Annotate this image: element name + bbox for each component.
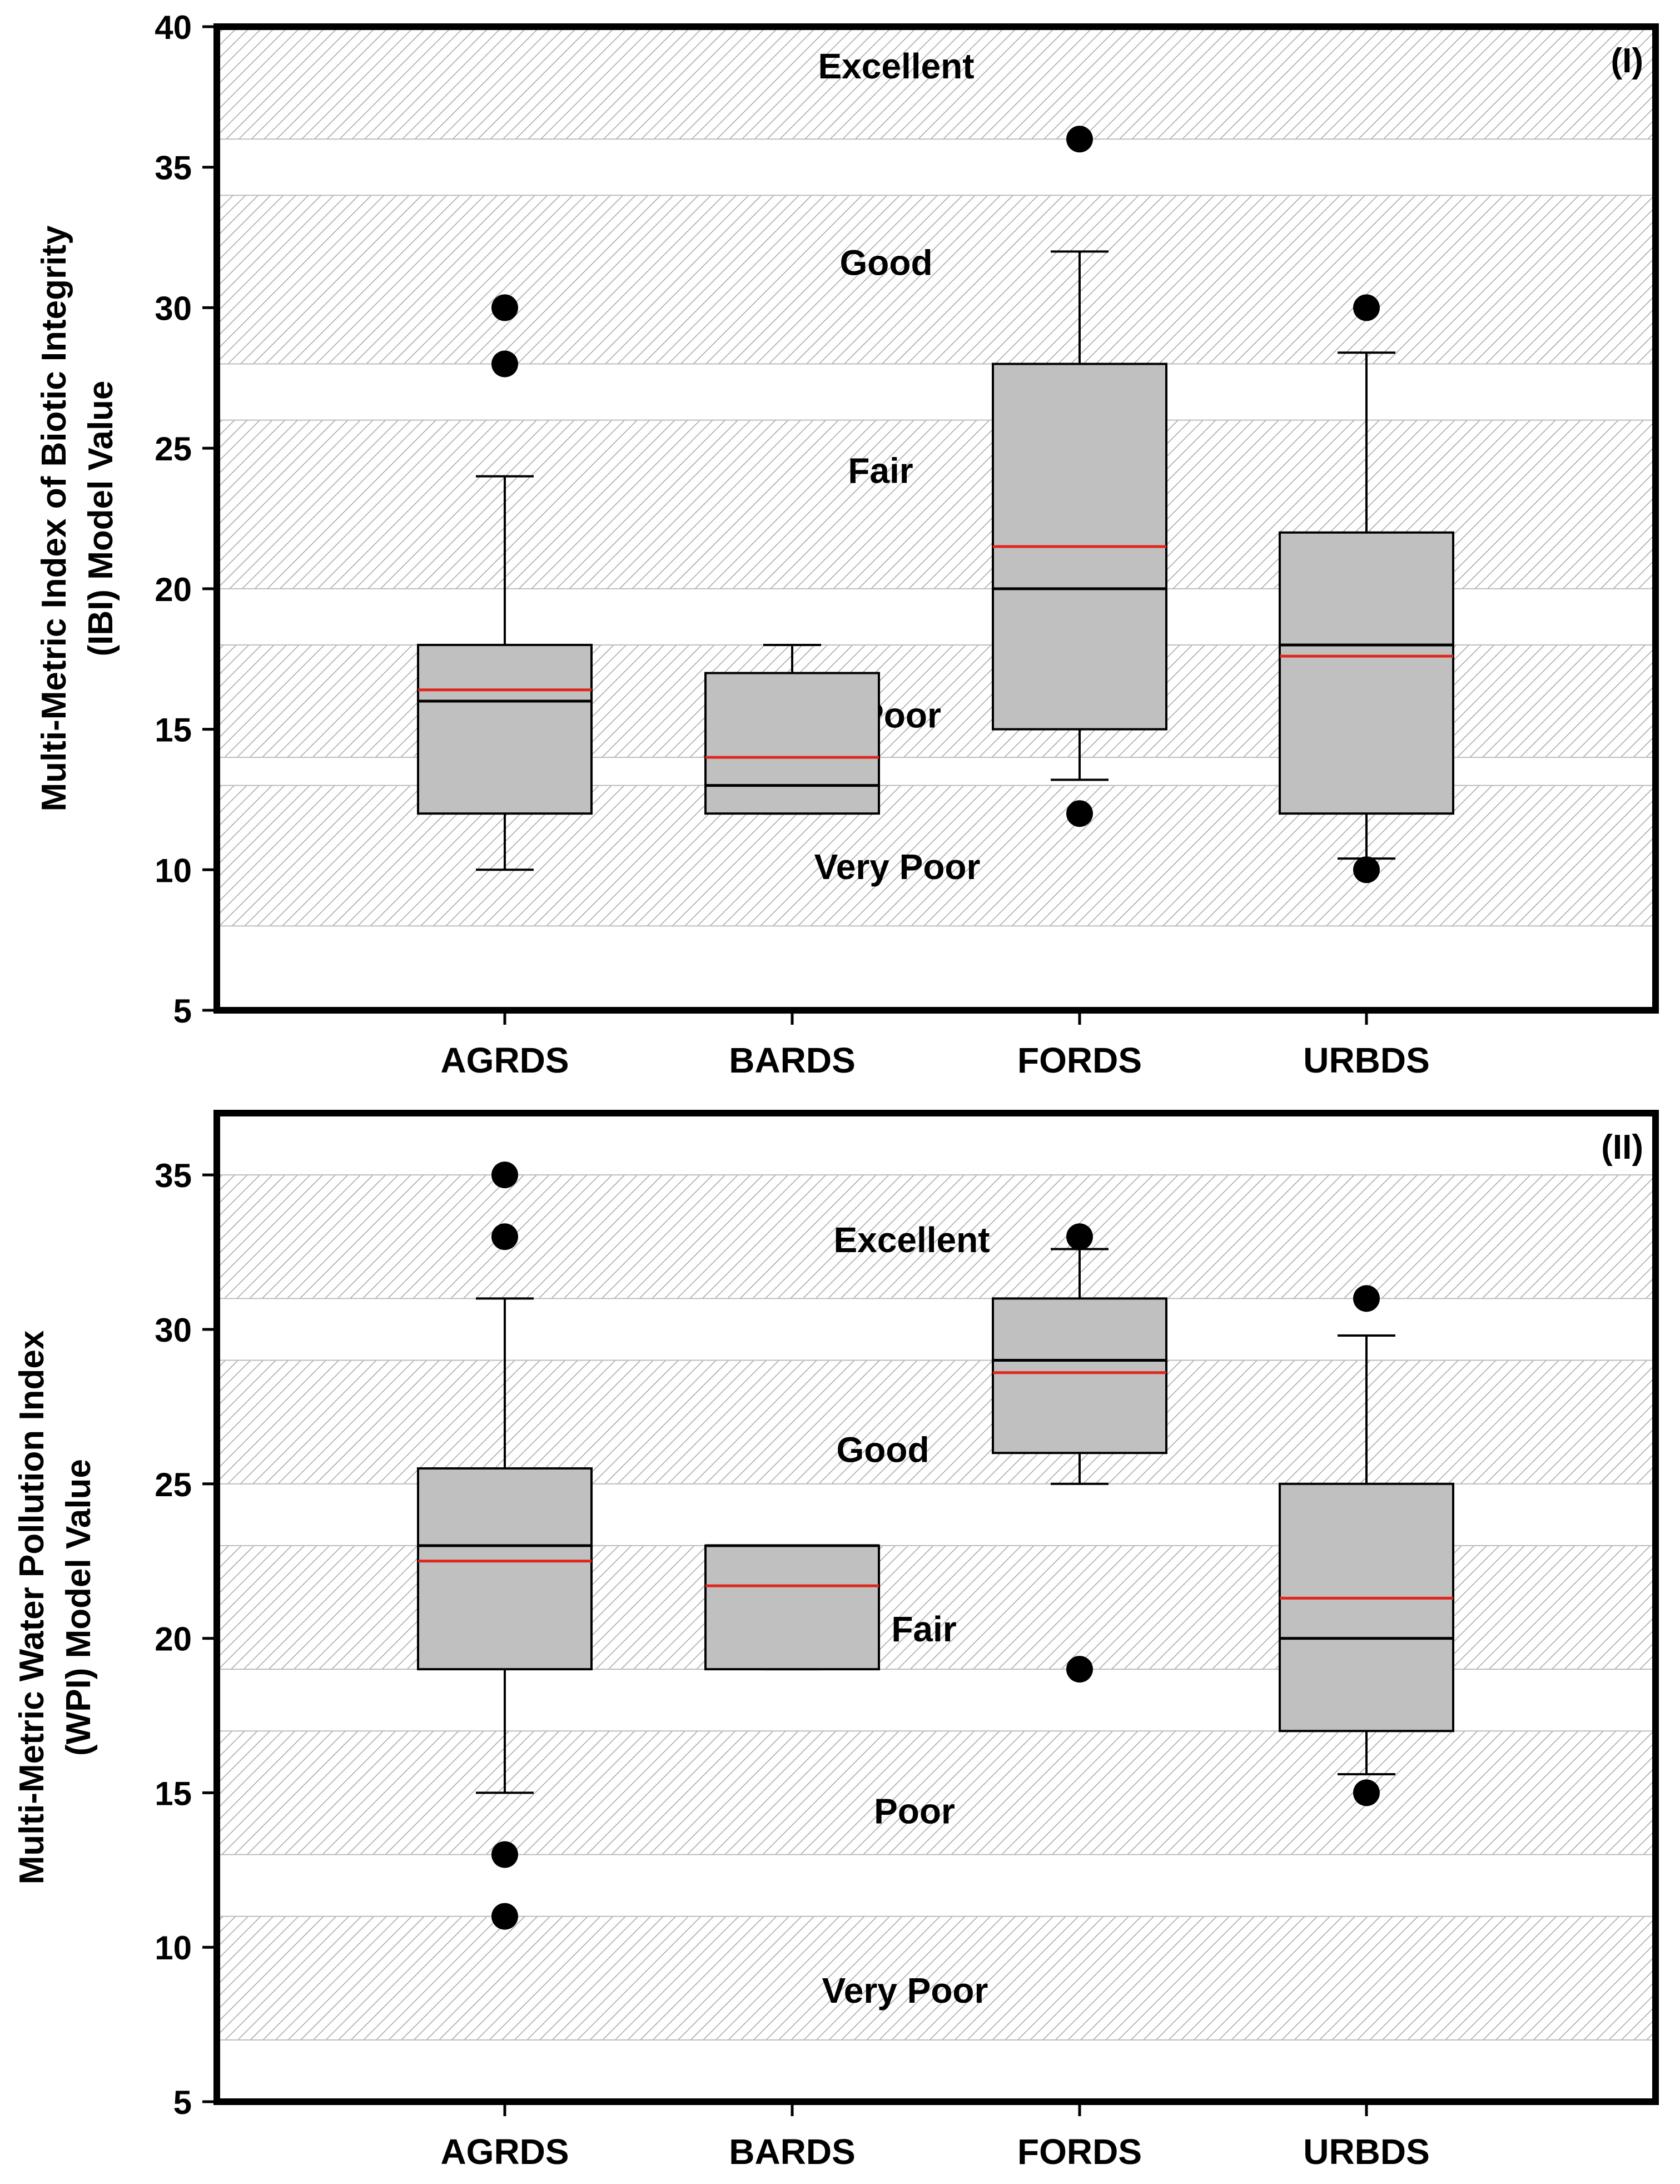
outlier-point — [1066, 1656, 1093, 1683]
y-tick-label: 5 — [173, 992, 192, 1030]
outlier-point — [1353, 1285, 1380, 1312]
band-good — [216, 195, 1656, 365]
y-tick-label: 20 — [155, 571, 192, 608]
panel-label: (II) — [1601, 1128, 1643, 1167]
x-tick-label: FORDS — [1017, 1040, 1142, 1080]
y-tick-label: 5 — [173, 2084, 192, 2121]
y-tick-label: 30 — [155, 1312, 192, 1349]
y-tick-label: 40 — [155, 9, 192, 46]
band-excellent — [216, 1174, 1656, 1299]
y-tick-label: 20 — [155, 1621, 192, 1658]
outlier-point — [491, 1162, 518, 1189]
x-tick-label: URBDS — [1303, 2132, 1430, 2172]
outlier-point — [1353, 294, 1380, 321]
y-axis-label: Multi-Metric Water Pollution Index (WPI) … — [13, 1330, 98, 1884]
y-tick-label: 10 — [155, 852, 192, 889]
y-axis-label: Multi-Metric Index of Biotic Integrity (I… — [35, 225, 120, 812]
outlier-point — [1066, 800, 1093, 827]
band-very-poor — [216, 1915, 1656, 2041]
y-tick-label: 35 — [155, 150, 192, 187]
y-tick-label: 30 — [155, 290, 192, 327]
x-tick-label: FORDS — [1017, 2132, 1142, 2172]
outlier-point — [491, 294, 518, 321]
box-fords — [992, 1297, 1167, 1455]
outlier-point — [491, 350, 518, 378]
y-tick-label: 15 — [155, 1775, 192, 1812]
outlier-point — [491, 1903, 518, 1930]
band-label: Very Poor — [814, 847, 981, 887]
x-tick-label: AGRDS — [440, 2132, 569, 2172]
y-tick-label: 15 — [155, 712, 192, 749]
box-urbds — [1279, 531, 1454, 815]
x-tick-label: BARDS — [729, 1040, 856, 1080]
box-agrds — [417, 1467, 593, 1671]
x-tick-label: URBDS — [1303, 1040, 1430, 1080]
box-agrds — [417, 643, 593, 815]
outlier-point — [1353, 1779, 1380, 1806]
band-good — [216, 1359, 1656, 1485]
y-axis-label-line-1: Multi-Metric Water Pollution Index — [13, 1330, 51, 1884]
band-poor — [216, 1730, 1656, 1855]
band-label: Poor — [874, 1791, 955, 1831]
band-label: Good — [839, 243, 932, 283]
band-label: Fair — [891, 1609, 956, 1649]
box-urbds — [1279, 1482, 1454, 1733]
y-tick-label: 10 — [155, 1929, 192, 1967]
y-tick-label: 35 — [155, 1157, 192, 1194]
y-axis-label-line-2: (WPI) Model Value — [59, 1459, 98, 1756]
outlier-point — [491, 1841, 518, 1868]
y-tick-label: 25 — [155, 1466, 192, 1503]
band-excellent — [216, 26, 1656, 140]
outlier-point — [491, 1223, 518, 1250]
band-label: Excellent — [833, 1220, 990, 1260]
y-axis-label-line-1: Multi-Metric Index of Biotic Integrity — [35, 225, 73, 812]
y-tick-label: 25 — [155, 430, 192, 468]
x-tick-label: BARDS — [729, 2132, 856, 2172]
plot-frame — [213, 23, 1659, 1014]
y-axis-label-line-2: (IBI) Model Value — [82, 380, 120, 656]
outlier-point — [1066, 126, 1093, 153]
box-bards — [704, 672, 880, 815]
band-label: Fair — [848, 451, 913, 491]
panel-label: (I) — [1611, 42, 1643, 80]
band-label: Very Poor — [822, 1970, 988, 2011]
band-label: Excellent — [818, 46, 974, 86]
outlier-point — [1066, 1223, 1093, 1250]
band-label: Good — [836, 1430, 929, 1470]
outlier-point — [1353, 856, 1380, 883]
box-bards — [704, 1544, 880, 1671]
plot-frame — [213, 1110, 1659, 2105]
x-tick-label: AGRDS — [440, 1040, 569, 1080]
panel-2-wpi-chart: Excellent Good Fair Poor Very Poor 5 10 15 20 25 3… — [13, 1110, 1659, 2172]
